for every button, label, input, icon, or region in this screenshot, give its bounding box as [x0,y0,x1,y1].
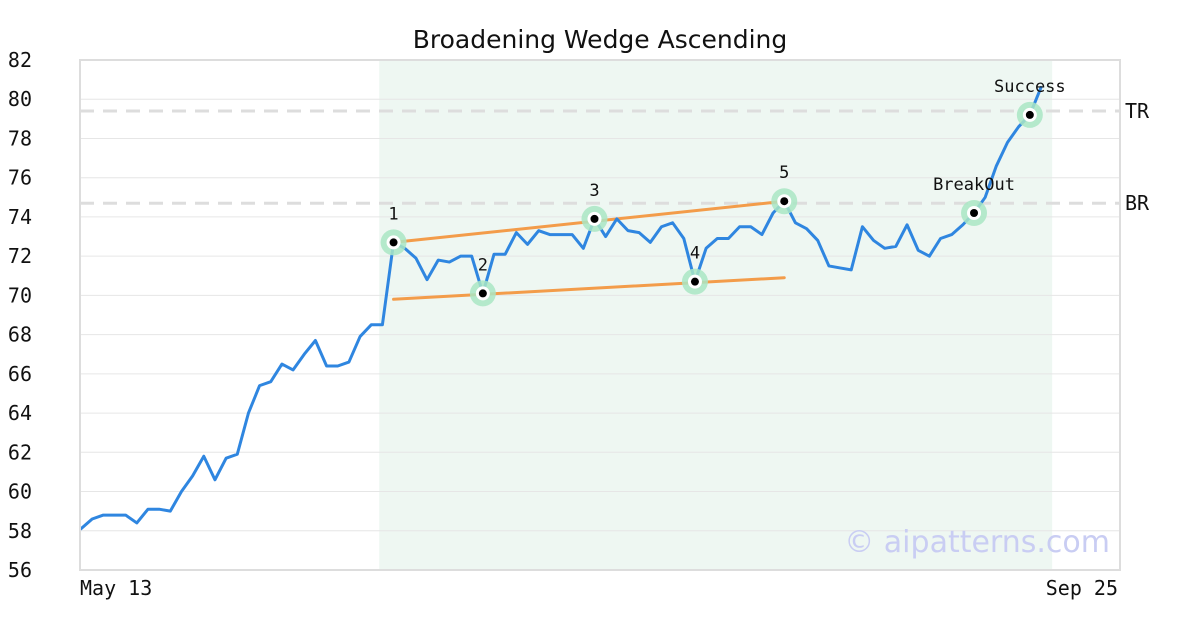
marker-dot [970,209,979,217]
marker-dot [1025,110,1034,119]
y-tick-label: 70 [8,283,32,307]
y-tick-label: 82 [8,48,32,72]
trendline [392,276,786,301]
level-lines-layer: TR BR [80,99,1150,215]
y-axis-ticks: 56 58 60 62 64 66 68 70 72 74 76 78 80 82 [8,48,32,582]
price-line [79,85,1043,531]
y-tick-label: 58 [8,519,32,543]
watermark-layer: © aipatterns.com [844,525,1110,560]
pattern-region-layer [379,60,1053,570]
marker-dot [478,289,487,298]
marker-dot [690,277,699,286]
pattern-region [379,60,1053,570]
y-tick-label: 62 [8,440,32,464]
marker-layer: 1 2 3 4 5 BreakOut Success [380,77,1066,307]
x-tick-label: Sep 25 [1046,576,1118,600]
marker-label: Success [994,77,1066,97]
marker-label: 3 [589,181,599,201]
marker-dot [590,214,599,223]
y-tick-label: 78 [8,126,32,150]
marker-label: BreakOut [933,175,1015,195]
marker-label: 2 [478,255,488,275]
y-tick-label: 66 [8,362,32,386]
y-tick-label: 56 [8,558,32,582]
level-label: TR [1125,99,1150,123]
plot-frame [79,59,1121,571]
chart-title: Broadening Wedge Ascending [413,25,788,54]
marker-label: 4 [690,244,700,264]
y-tick-label: 64 [8,401,32,425]
y-tick-label: 60 [8,480,32,504]
y-tick-label: 72 [8,244,32,268]
price-line-layer [79,85,1043,531]
y-tick-label: 80 [8,87,32,111]
x-tick-label: May 13 [80,576,152,600]
y-tick-label: 76 [8,166,32,190]
watermark: © aipatterns.com [844,525,1110,560]
y-tick-label: 74 [8,205,32,229]
y-tick-label: 68 [8,323,32,347]
level-label: BR [1125,191,1150,215]
marker-label: 1 [388,204,398,224]
marker-dot [780,197,789,206]
marker-label: 5 [779,163,789,183]
x-axis-ticks: May 13 Sep 25 [80,576,1118,600]
marker-dot [389,238,398,247]
